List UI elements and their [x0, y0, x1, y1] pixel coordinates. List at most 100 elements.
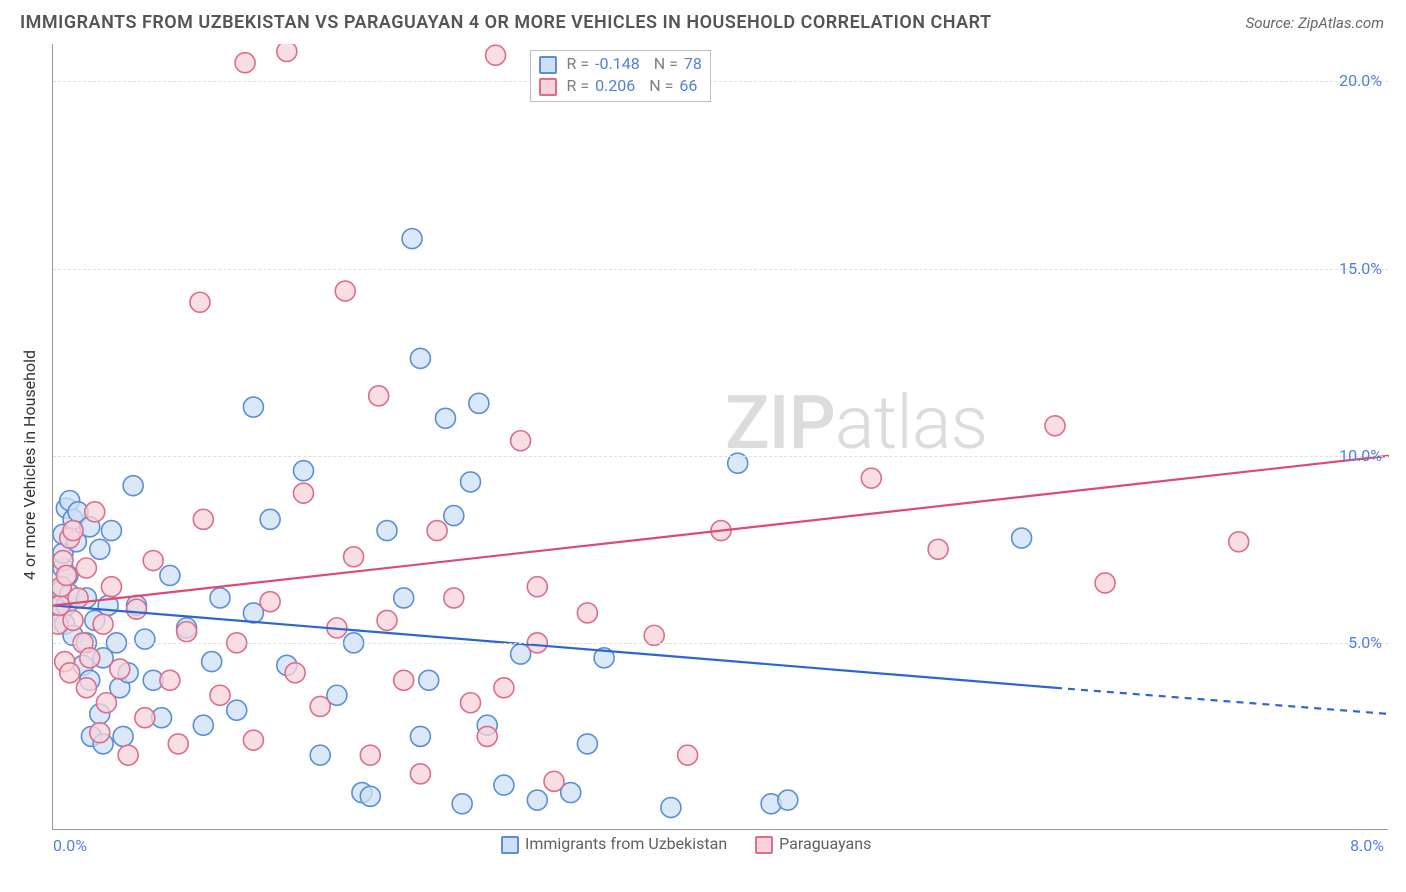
chart-title: IMMIGRANTS FROM UZBEKISTAN VS PARAGUAYAN… — [20, 12, 992, 33]
scatter-point — [661, 798, 681, 818]
scatter-point — [227, 700, 247, 720]
scatter-point — [1095, 573, 1115, 593]
scatter-point — [1012, 528, 1032, 548]
scatter-point — [419, 670, 439, 690]
scatter-point — [110, 659, 130, 679]
scatter-point — [143, 551, 163, 571]
grid-line — [53, 456, 1388, 457]
trend-line — [53, 605, 1055, 687]
scatter-point — [577, 734, 597, 754]
scatter-point — [410, 764, 430, 784]
stat-n-label: N = — [649, 76, 673, 95]
scatter-point — [123, 476, 143, 496]
scatter-point — [486, 45, 506, 65]
scatter-point — [294, 483, 314, 503]
scatter-point — [56, 565, 76, 585]
stat-n-value: 66 — [675, 76, 697, 95]
scatter-point — [60, 663, 80, 683]
scatter-point — [369, 386, 389, 406]
scatter-point — [118, 745, 138, 765]
stat-r-value: -0.148 — [591, 54, 640, 73]
stats-row: R = 0.206N = 66 — [539, 75, 702, 97]
stats-row: R = -0.148N = 78 — [539, 53, 702, 75]
scatter-point — [394, 588, 414, 608]
scatter-point — [90, 539, 110, 559]
scatter-point — [577, 603, 597, 623]
y-tick-label: 20.0% — [1339, 71, 1382, 90]
scatter-point — [101, 577, 121, 597]
scatter-point — [93, 614, 113, 634]
y-tick-label: 15.0% — [1339, 259, 1382, 278]
scatter-point — [210, 588, 230, 608]
plot-area: 5.0%10.0%15.0%20.0%0.0%8.0% — [52, 44, 1388, 830]
scatter-point — [190, 292, 210, 312]
scatter-point — [527, 790, 547, 810]
scatter-point — [260, 509, 280, 529]
legend-swatch — [539, 56, 557, 74]
scatter-point — [243, 730, 263, 750]
scatter-point — [511, 431, 531, 451]
y-tick-label: 5.0% — [1348, 633, 1382, 652]
stat-r-label: R = — [567, 76, 590, 95]
scatter-point — [193, 715, 213, 735]
scatter-point — [277, 44, 297, 61]
scatter-point — [96, 693, 116, 713]
scatter-point — [80, 648, 100, 668]
scatter-point — [344, 547, 364, 567]
scatter-point — [1045, 416, 1065, 436]
scatter-point — [461, 472, 481, 492]
stat-n-label: N = — [654, 54, 678, 73]
y-axis-label: 4 or more Vehicles in Household — [20, 350, 39, 580]
scatter-point — [494, 678, 514, 698]
trend-line — [53, 456, 1389, 606]
scatter-svg — [53, 44, 1389, 830]
scatter-point — [76, 678, 96, 698]
scatter-point — [260, 592, 280, 612]
legend-item: Immigrants from Uzbekistan — [501, 834, 727, 854]
scatter-point — [435, 408, 455, 428]
scatter-point — [168, 734, 188, 754]
scatter-point — [360, 745, 380, 765]
scatter-point — [427, 521, 447, 541]
scatter-point — [63, 521, 83, 541]
scatter-point — [402, 229, 422, 249]
scatter-point — [678, 745, 698, 765]
scatter-point — [477, 726, 497, 746]
scatter-point — [527, 577, 547, 597]
scatter-point — [444, 506, 464, 526]
scatter-point — [193, 509, 213, 529]
grid-line — [53, 269, 1388, 270]
legend-swatch — [539, 78, 557, 96]
x-tick-label: 0.0% — [53, 836, 87, 855]
x-tick-label: 8.0% — [1350, 836, 1384, 855]
y-tick-label: 10.0% — [1339, 446, 1382, 465]
legend-label: Immigrants from Uzbekistan — [525, 834, 727, 853]
scatter-point — [202, 652, 222, 672]
grid-line — [53, 81, 1388, 82]
scatter-point — [452, 794, 472, 814]
scatter-point — [85, 502, 105, 522]
scatter-point — [469, 393, 489, 413]
scatter-point — [135, 708, 155, 728]
scatter-point — [377, 521, 397, 541]
scatter-point — [377, 610, 397, 630]
legend-swatch — [501, 836, 519, 854]
scatter-point — [135, 629, 155, 649]
scatter-point — [177, 622, 197, 642]
scatter-point — [310, 745, 330, 765]
scatter-point — [90, 723, 110, 743]
scatter-point — [360, 786, 380, 806]
scatter-point — [63, 610, 83, 630]
scatter-point — [101, 521, 121, 541]
scatter-point — [335, 281, 355, 301]
grid-line — [53, 643, 1388, 644]
scatter-point — [544, 771, 564, 791]
source-label: Source: ZipAtlas.com — [1246, 14, 1384, 32]
scatter-point — [285, 663, 305, 683]
stat-r-label: R = — [567, 54, 590, 73]
scatter-point — [461, 693, 481, 713]
trend-line-extrapolated — [1055, 688, 1389, 714]
scatter-point — [113, 726, 133, 746]
scatter-point — [444, 588, 464, 608]
legend-label: Paraguayans — [779, 834, 871, 853]
